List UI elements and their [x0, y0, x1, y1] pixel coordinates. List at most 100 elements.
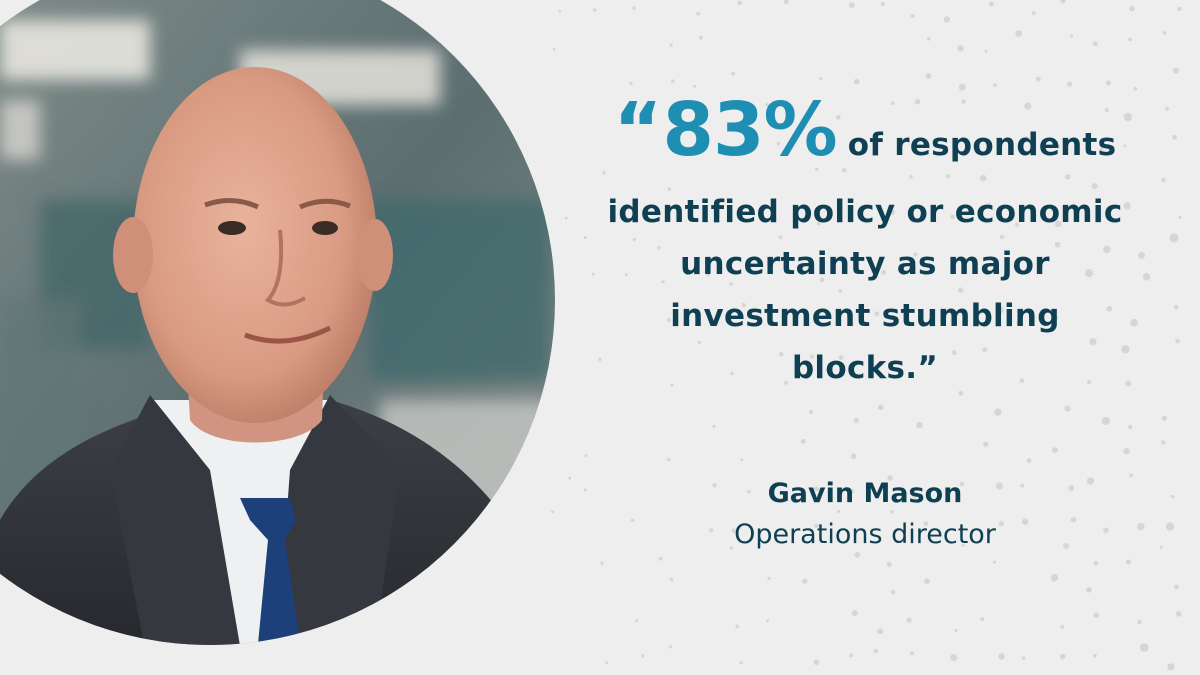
background-dot: [1161, 177, 1166, 183]
background-dot: [737, 0, 742, 6]
background-dot: [641, 654, 645, 658]
background-dot: [961, 99, 966, 104]
background-dot: [961, 543, 965, 548]
background-dot: [783, 0, 789, 5]
background-dot: [632, 237, 637, 242]
background-dot: [630, 518, 635, 523]
background-dot: [583, 488, 587, 492]
background-dot: [661, 280, 665, 284]
background-dot: [842, 168, 847, 173]
background-dot: [735, 624, 739, 629]
background-dot: [1105, 80, 1111, 86]
background-dot: [925, 73, 932, 79]
background-dot: [909, 651, 915, 656]
background-dot: [1169, 233, 1179, 243]
background-dot: [731, 71, 736, 76]
background-dot: [838, 355, 844, 360]
portrait-photo: [0, 0, 555, 645]
background-dot: [890, 510, 895, 514]
background-dot: [1021, 656, 1026, 660]
background-dot: [584, 454, 588, 458]
background-dot: [1056, 144, 1061, 149]
background-dot: [877, 404, 884, 411]
background-dot: [1106, 305, 1113, 312]
background-dot: [881, 270, 887, 275]
background-dot: [924, 578, 930, 585]
background-dot: [957, 45, 964, 52]
background-dot: [703, 135, 708, 140]
background-dot: [668, 645, 673, 649]
background-dot: [741, 303, 746, 308]
background-dot: [1070, 517, 1077, 523]
background-dot: [980, 617, 985, 622]
background-dot: [671, 79, 675, 83]
background-dot: [1070, 34, 1074, 38]
background-dot: [850, 453, 857, 460]
person-role: Operations director: [734, 519, 996, 550]
background-dot: [1140, 643, 1149, 652]
background-dot: [1052, 447, 1058, 454]
background-dot: [849, 653, 854, 658]
background-dot: [1167, 663, 1175, 671]
background-dot: [1059, 653, 1066, 660]
background-dot: [1015, 30, 1023, 37]
background-dot: [814, 523, 819, 528]
background-dot: [1170, 494, 1175, 499]
background-dot: [819, 76, 823, 81]
background-dot: [814, 486, 820, 492]
background-dot: [600, 561, 604, 565]
background-dot: [765, 309, 770, 315]
background-dot: [747, 489, 751, 494]
background-dot: [994, 408, 1002, 416]
background-dot: [1174, 584, 1179, 590]
background-dot: [1104, 108, 1109, 113]
background-dot: [629, 81, 633, 86]
background-dot: [1019, 378, 1025, 384]
background-dot: [954, 628, 958, 633]
background-dot: [993, 83, 997, 87]
background-dot: [1054, 241, 1061, 248]
background-dot: [670, 383, 674, 387]
background-dot: [1063, 543, 1070, 549]
background-dot: [1100, 147, 1104, 152]
background-dot: [784, 380, 789, 385]
background-dot: [1024, 102, 1032, 110]
background-dot: [910, 218, 916, 223]
background-dot: [992, 560, 997, 564]
background-dot: [984, 49, 988, 53]
background-dot: [853, 417, 860, 423]
background-dot: [1137, 522, 1145, 531]
background-dot: [767, 576, 771, 580]
background-dot: [1125, 380, 1132, 387]
background-dot: [1064, 405, 1071, 412]
background-dot: [1103, 527, 1109, 534]
background-dot: [712, 483, 717, 488]
quote-block: “83% of respondents identified policy or…: [560, 93, 1170, 394]
background-dot: [982, 347, 988, 353]
background-dot: [958, 83, 966, 91]
background-dot: [1020, 483, 1025, 488]
background-dot: [698, 35, 703, 40]
background-dot: [624, 273, 628, 277]
background-dot: [983, 441, 989, 447]
background-dot: [800, 438, 806, 444]
background-dot: [995, 482, 1003, 490]
open-quote-mark: “: [613, 87, 663, 173]
background-dot: [568, 476, 572, 480]
background-dot: [854, 552, 861, 558]
background-dot: [1015, 222, 1020, 227]
background-dot: [729, 546, 734, 550]
background-dot: [1055, 220, 1062, 228]
background-dot: [776, 141, 781, 146]
background-dot: [837, 509, 841, 513]
background-dot: [848, 488, 855, 494]
background-dot: [1128, 37, 1132, 42]
background-dot: [730, 371, 734, 376]
background-dot: [1089, 338, 1097, 346]
background-dot: [997, 146, 1001, 151]
background-dot: [740, 458, 744, 462]
background-dot: [809, 410, 814, 415]
background-dot: [1026, 458, 1032, 463]
